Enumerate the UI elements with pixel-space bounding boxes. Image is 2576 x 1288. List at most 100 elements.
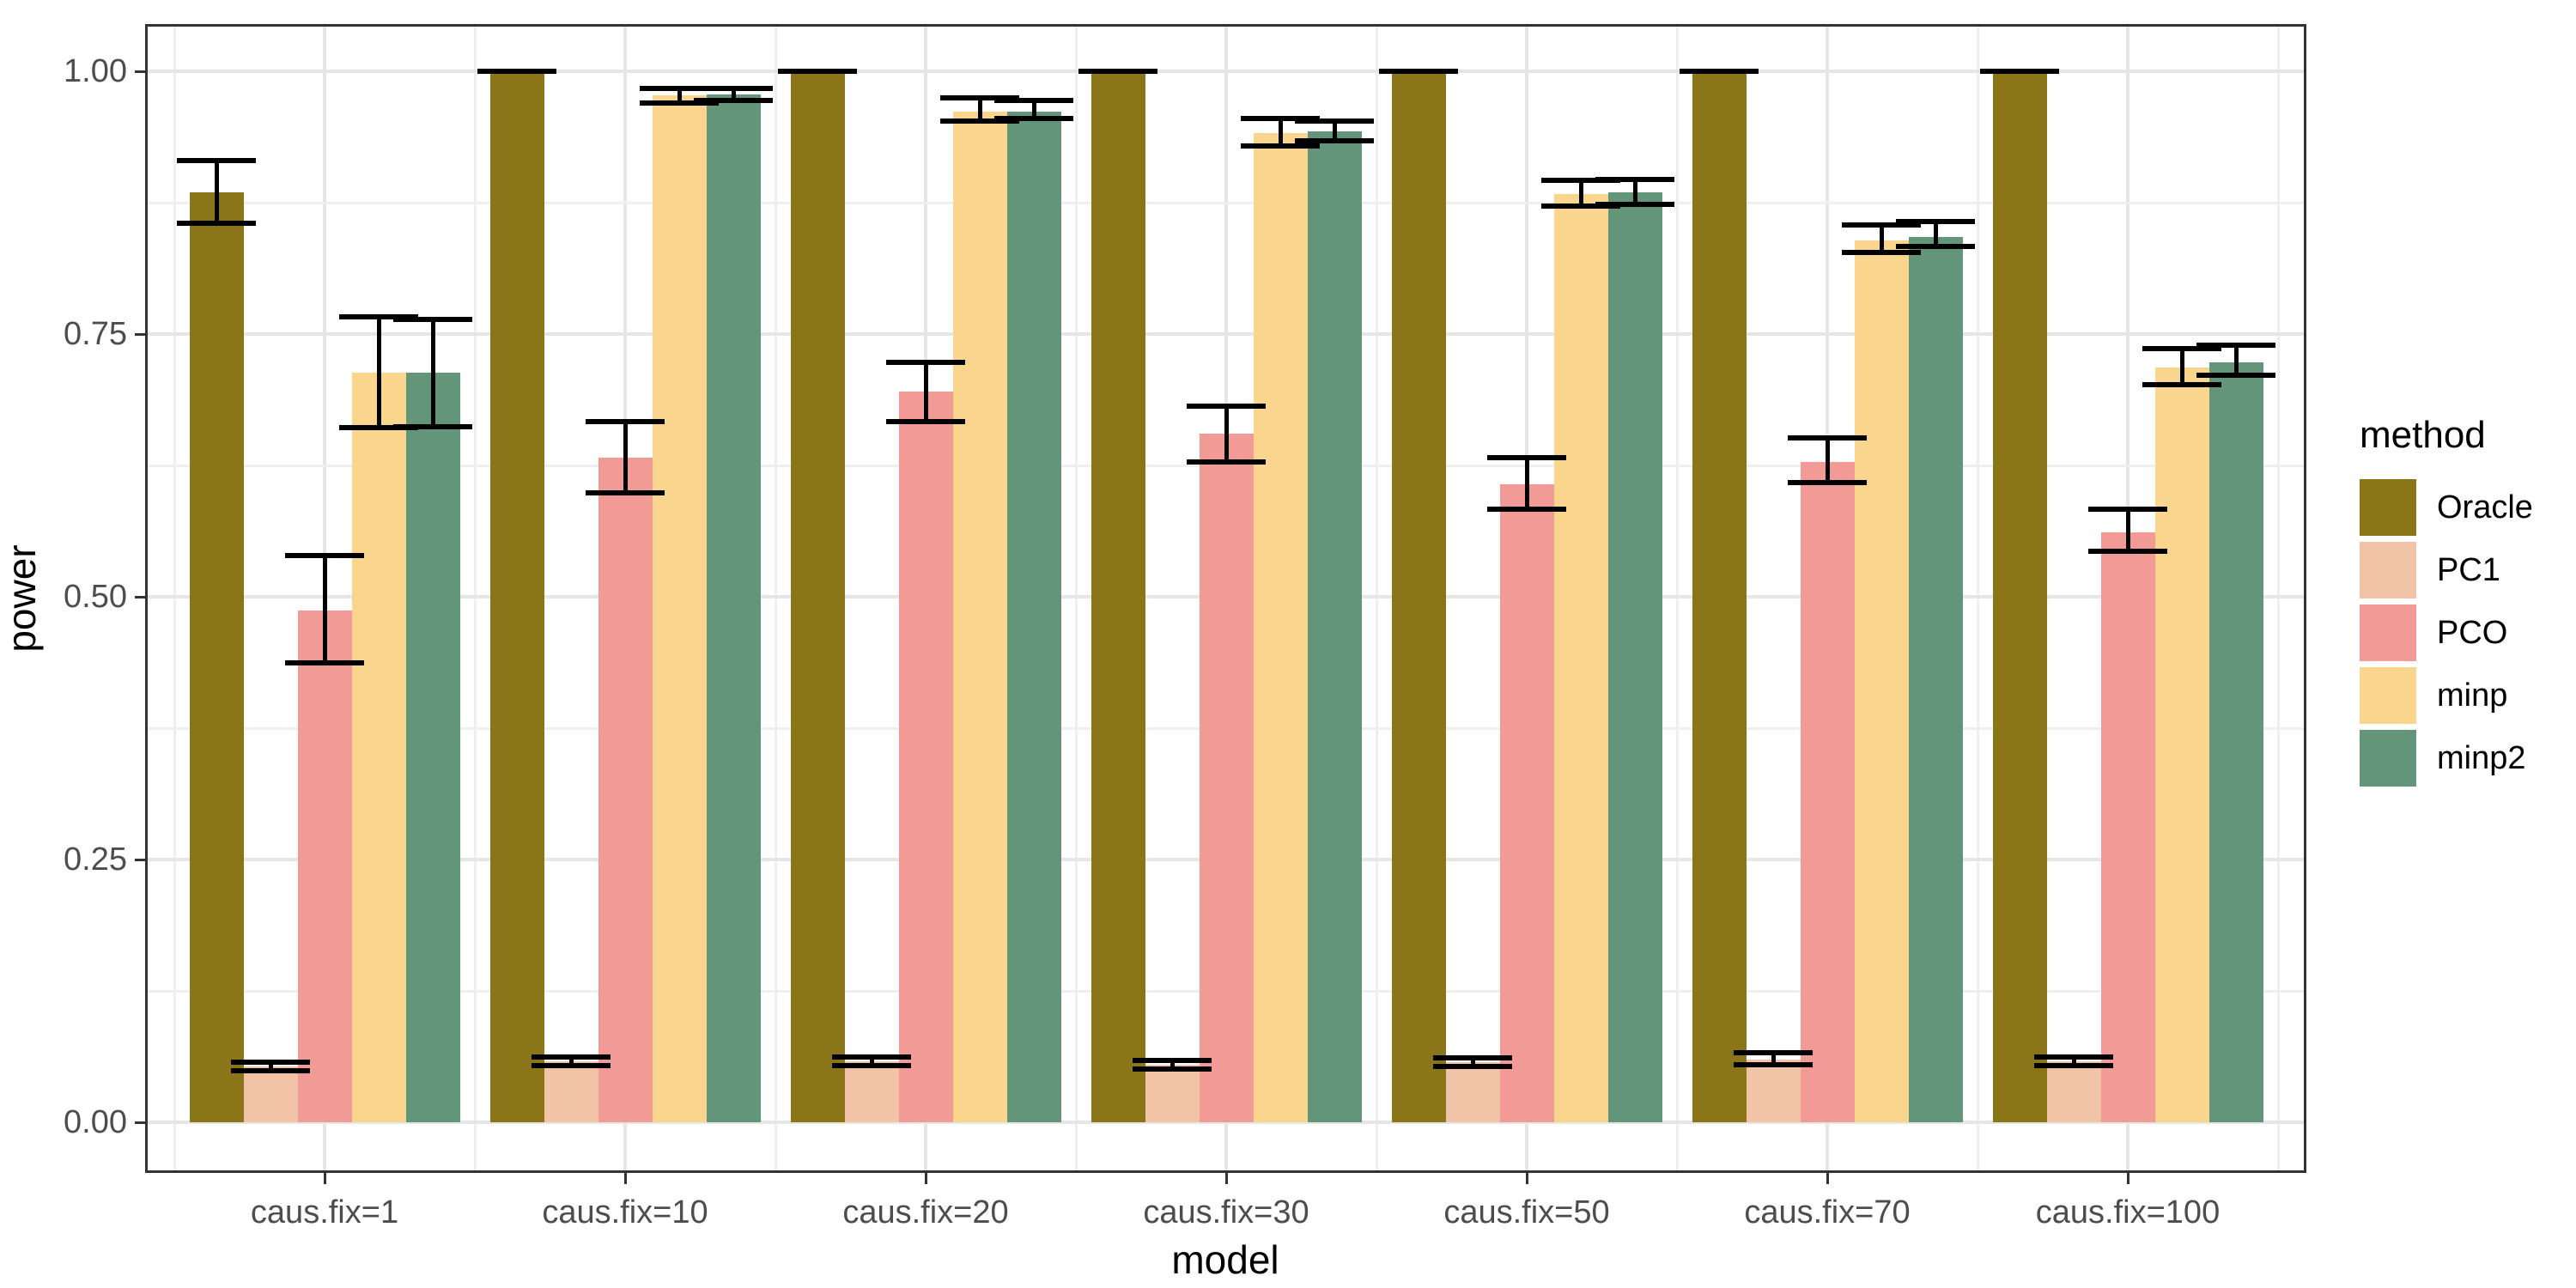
- error-bar-cap: [177, 158, 256, 164]
- error-bar-line: [2071, 1057, 2076, 1066]
- error-bar-cap: [2034, 1062, 2113, 1068]
- error-bar-cap: [231, 1060, 310, 1066]
- error-bar-cap: [393, 316, 472, 322]
- error-bar-cap: [231, 1068, 310, 1074]
- legend-swatch-PCO: [2360, 605, 2416, 661]
- bar-PC1: [1145, 1064, 1200, 1122]
- y-axis-tick: [135, 70, 145, 73]
- bar-PC1: [1746, 1059, 1801, 1122]
- bar-PCO: [297, 610, 352, 1122]
- error-bar-line: [1578, 180, 1583, 206]
- x-tick-label: caus.fix=10: [542, 1194, 708, 1230]
- error-bar-cap: [832, 1054, 911, 1060]
- error-bar-cap: [339, 314, 418, 320]
- error-bar-cap: [1788, 479, 1867, 485]
- bar-Oracle: [1391, 71, 1446, 1122]
- bar-minp: [1854, 240, 1909, 1122]
- bar-minp2: [706, 94, 761, 1122]
- error-bar-line: [869, 1057, 874, 1066]
- bar-minp2: [1607, 191, 1662, 1122]
- error-bar-cap: [994, 98, 1073, 104]
- legend-label: Oracle: [2437, 489, 2533, 526]
- error-bar-cap: [1295, 118, 1374, 124]
- error-bar-line: [214, 161, 219, 224]
- error-bar-cap: [778, 69, 857, 74]
- bar-minp2: [1307, 131, 1362, 1122]
- error-bar-cap: [640, 100, 719, 106]
- error-bar-line: [1771, 1053, 1776, 1065]
- error-bar-cap: [2142, 346, 2221, 352]
- error-bar-cap: [1295, 137, 1374, 143]
- bar-minp: [1553, 194, 1608, 1122]
- error-bar-cap: [2196, 372, 2275, 378]
- bar-PCO: [2100, 532, 2155, 1122]
- error-bar-cap: [532, 1054, 611, 1060]
- error-bar-line: [623, 421, 628, 493]
- error-bar-line: [268, 1062, 273, 1071]
- gridline-vertical-minor: [2276, 24, 2280, 1173]
- y-tick-label: 1.00: [64, 53, 127, 89]
- error-bar-cap: [994, 116, 1073, 122]
- error-bar-cap: [1680, 69, 1759, 74]
- error-bar-cap: [339, 424, 418, 430]
- error-bar-cap: [1187, 404, 1266, 410]
- gridline-vertical-minor: [473, 24, 477, 1173]
- y-tick-label: 0.25: [64, 841, 127, 878]
- gridline-horizontal-major: [145, 332, 2306, 336]
- bar-Oracle: [1992, 71, 2047, 1122]
- error-bar-line: [977, 97, 982, 121]
- error-bar-line: [1632, 179, 1637, 205]
- y-axis-tick: [135, 858, 145, 861]
- legend-label: PCO: [2437, 614, 2508, 651]
- error-bar-line: [1524, 458, 1529, 510]
- error-bar-line: [1278, 118, 1283, 146]
- error-bar-cap: [940, 94, 1019, 100]
- error-bar-cap: [586, 489, 665, 495]
- error-bar-line: [1170, 1060, 1175, 1069]
- error-bar-cap: [2088, 549, 2167, 555]
- bar-Oracle: [1692, 71, 1747, 1122]
- x-axis-title: model: [1171, 1237, 1279, 1282]
- error-bar-line: [568, 1057, 574, 1066]
- x-tick-label: caus.fix=70: [1744, 1194, 1911, 1230]
- error-bar-cap: [1896, 244, 1975, 250]
- error-bar-line: [1933, 222, 1938, 247]
- y-tick-label: 0.00: [64, 1104, 127, 1140]
- bar-minp2: [1006, 111, 1061, 1122]
- error-bar-cap: [1842, 249, 1921, 255]
- legend-item: Oracle: [2360, 479, 2533, 536]
- error-bar-cap: [940, 118, 1019, 124]
- gridline-horizontal-major: [145, 70, 2306, 73]
- error-bar-cap: [832, 1062, 911, 1068]
- bar-minp: [952, 111, 1007, 1122]
- error-bar-cap: [1541, 203, 1620, 209]
- gridline-vertical-minor: [1675, 24, 1679, 1173]
- legend-item: PCO: [2360, 605, 2533, 661]
- error-bar-cap: [2142, 381, 2221, 387]
- legend-label: minp: [2437, 677, 2508, 714]
- legend-item: minp: [2360, 667, 2533, 724]
- x-axis-tick: [2126, 1173, 2129, 1184]
- error-bar-cap: [1241, 143, 1320, 149]
- legend-label: minp2: [2437, 739, 2526, 776]
- legend-swatch-Oracle: [2360, 479, 2416, 536]
- bar-PCO: [898, 392, 953, 1122]
- x-axis-tick: [1525, 1173, 1528, 1184]
- x-axis-tick: [623, 1173, 627, 1184]
- error-bar-cap: [2034, 1054, 2113, 1060]
- error-bar-line: [376, 317, 381, 428]
- error-bar-cap: [1788, 435, 1867, 441]
- bar-Oracle: [489, 71, 544, 1122]
- error-bar-cap: [1433, 1055, 1512, 1061]
- error-bar-line: [1470, 1058, 1475, 1067]
- bar-PCO: [1199, 434, 1254, 1122]
- error-bar-line: [1031, 100, 1036, 119]
- bar-minp: [652, 95, 707, 1122]
- y-axis-tick: [135, 332, 145, 336]
- error-bar-cap: [694, 98, 773, 104]
- error-bar-line: [1825, 438, 1830, 483]
- bar-Oracle: [790, 71, 845, 1122]
- error-bar-cap: [1595, 177, 1674, 183]
- error-bar-line: [1332, 120, 1337, 141]
